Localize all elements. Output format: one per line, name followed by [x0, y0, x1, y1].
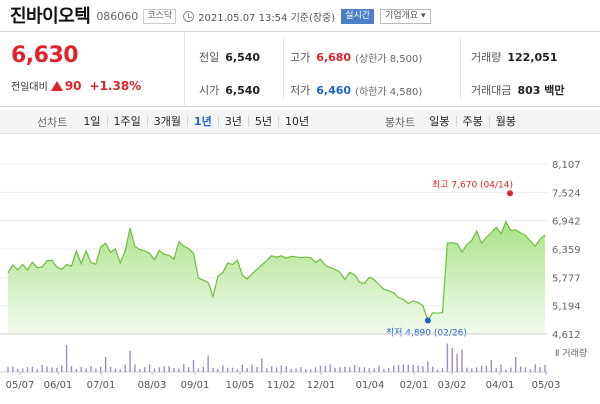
trade-amount-value: 803 백만: [517, 84, 565, 97]
current-price: 6,630: [11, 43, 79, 68]
x-tick-label: 05/07: [6, 380, 35, 391]
price-chart: 8,107 7,524 6,942 6,359 5,777 5,194 4,612 최고 7,…: [0, 134, 600, 404]
chart-toolbar: 선차트 1일 1주일 3개월 1년 3년 5년 10년 봉차트 일봉 주봉 월봉: [0, 110, 600, 134]
open-price: 시가 6,540: [199, 80, 260, 100]
period-10y[interactable]: 10년: [278, 116, 315, 127]
period-1d[interactable]: 1일: [83, 115, 101, 128]
trade-amount: 거래대금 803 백만: [471, 80, 565, 100]
open-price-value: 6,540: [225, 83, 261, 97]
stock-name: 진바이오텍: [10, 6, 91, 27]
y-tick-label: 8,107: [552, 160, 581, 171]
volume: 거래량 122,051: [471, 47, 557, 67]
y-tick-label: 5,194: [552, 302, 581, 313]
change-value: 90: [64, 78, 82, 93]
x-tick-label: 03/02: [438, 380, 467, 391]
lower-limit: (하한가 4,580): [355, 86, 423, 98]
period-5y[interactable]: 5년: [247, 116, 278, 127]
x-tick-label: 04/01: [486, 380, 515, 391]
prev-close: 전일 6,540: [199, 47, 260, 67]
change-label: 전일대비: [11, 82, 48, 93]
high-annotation: 최고 7,670 (04/14): [432, 179, 513, 190]
period-1y[interactable]: 1년: [187, 116, 218, 127]
period-1w[interactable]: 1주일: [106, 116, 147, 127]
volume-label: Ⅱ 거래량: [555, 347, 587, 359]
y-tick-label: 6,942: [552, 217, 581, 228]
price-line: [7, 220, 546, 322]
y-tick-label: 6,359: [552, 245, 581, 256]
price-area: [8, 221, 545, 334]
candle-chart-label: 봉차트: [384, 115, 416, 129]
high-price-label: 고가: [290, 51, 311, 64]
low-price: 저가 6,460 (하한가 4,580): [290, 80, 422, 100]
up-triangle-icon: [50, 80, 63, 91]
prev-close-label: 전일: [199, 51, 220, 64]
x-tick-label: 05/03: [532, 380, 561, 391]
high-price-value: 6,680: [316, 50, 352, 64]
y-tick-label: 7,524: [552, 188, 581, 199]
x-tick-label: 08/03: [138, 380, 167, 391]
volume-value: 122,051: [507, 50, 558, 64]
prev-close-value: 6,540: [225, 50, 261, 64]
price-chart-svg: 8,107 7,524 6,942 6,359 5,777 5,194 4,612 최고 7,…: [0, 160, 587, 391]
volume-label: 거래량: [471, 51, 502, 64]
price-summary: 6,630 전일대비 90 +1.38% 전일 6,540 시가 6,540 고…: [0, 31, 600, 107]
y-tick-label: 4,612: [552, 330, 581, 341]
candle-monthly[interactable]: 월봉: [488, 116, 522, 127]
line-chart-label: 선차트: [37, 115, 68, 129]
candle-daily[interactable]: 일봉: [429, 115, 450, 128]
company-overview-button[interactable]: 기업개요 ▾: [380, 8, 431, 24]
stock-header: 진바이오텍 086060 코스닥 2021.05.07 13:54 기준(장중)…: [0, 0, 600, 30]
change-percent: +1.38%: [89, 78, 142, 93]
clock-icon: [183, 10, 195, 22]
open-price-label: 시가: [199, 84, 220, 97]
trade-amount-label: 거래대금: [471, 84, 512, 97]
high-marker: [507, 190, 513, 197]
low-price-label: 저가: [290, 84, 311, 97]
upper-limit: (상한가 8,500): [355, 53, 423, 65]
current-price-box: 6,630 전일대비 90 +1.38%: [0, 32, 185, 106]
candle-weekly[interactable]: 주봉: [455, 116, 489, 127]
market-badge: 코스닥: [143, 8, 177, 24]
x-tick-label: 12/01: [307, 380, 336, 391]
low-annotation: 최저 4,890 (02/26): [386, 327, 467, 338]
high-price: 고가 6,680 (상한가 8,500): [290, 47, 422, 67]
stock-code: 086060: [96, 10, 139, 23]
low-marker: [424, 317, 431, 324]
x-tick-label: 11/02: [267, 380, 296, 391]
realtime-button[interactable]: 실시간: [341, 8, 375, 24]
timestamp: 2021.05.07 13:54 기준(장중): [198, 12, 336, 24]
x-tick-label: 07/01: [87, 380, 116, 391]
y-tick-label: 5,777: [552, 273, 581, 284]
x-tick-label: 09/01: [181, 380, 210, 391]
period-3y[interactable]: 3년: [217, 116, 248, 127]
x-tick-label: 06/01: [44, 380, 73, 391]
period-3m[interactable]: 3개월: [146, 116, 187, 127]
x-tick-label: 01/04: [356, 380, 385, 391]
x-tick-label: 10/05: [226, 380, 255, 391]
low-price-value: 6,460: [316, 83, 352, 97]
change-row: 전일대비 90 +1.38%: [11, 78, 142, 94]
x-tick-label: 02/01: [400, 380, 429, 391]
